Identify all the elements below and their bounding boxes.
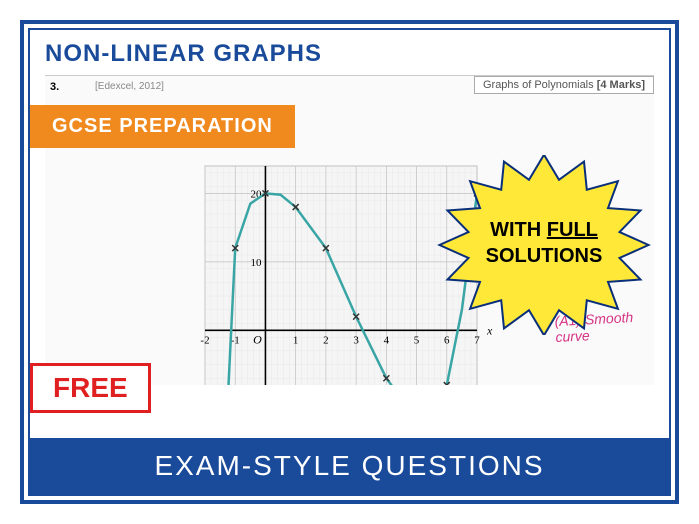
svg-text:1: 1 — [293, 334, 299, 346]
starburst-badge: WITH FULL SOLUTIONS — [434, 155, 654, 335]
svg-text:2: 2 — [323, 334, 329, 346]
inner-frame: NON-LINEAR GRAPHS 3. [Edexcel, 2012] Gra… — [28, 28, 671, 496]
marks-label: [4 Marks] — [597, 79, 645, 91]
svg-text:6: 6 — [444, 334, 450, 346]
outer-frame: NON-LINEAR GRAPHS 3. [Edexcel, 2012] Gra… — [20, 20, 679, 504]
topic-label: Graphs of Polynomials — [483, 79, 594, 91]
svg-text:4: 4 — [384, 334, 390, 346]
starburst-text: WITH FULL SOLUTIONS — [434, 217, 654, 269]
svg-text:3: 3 — [353, 334, 359, 346]
main-title: NON-LINEAR GRAPHS — [45, 40, 322, 68]
exam-board: [Edexcel, 2012] — [95, 81, 164, 92]
gcse-badge: GCSE PREPARATION — [30, 105, 295, 148]
footer-bar: EXAM-STYLE QUESTIONS — [30, 438, 669, 494]
svg-text:O: O — [253, 332, 262, 346]
star-line2: SOLUTIONS — [486, 245, 603, 267]
topic-marks: Graphs of Polynomials [4 Marks] — [474, 76, 654, 94]
free-badge: FREE — [30, 363, 151, 413]
star-line1-a: WITH — [490, 219, 547, 241]
svg-text:-2: -2 — [200, 334, 209, 346]
svg-text:10: 10 — [250, 257, 262, 269]
star-line1-b: FULL — [547, 219, 598, 241]
question-number: 3. — [50, 81, 59, 93]
svg-text:5: 5 — [414, 334, 420, 346]
svg-text:7: 7 — [474, 334, 480, 346]
